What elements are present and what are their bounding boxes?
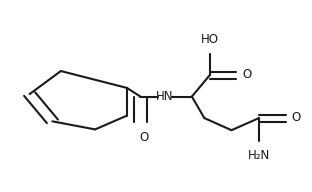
Text: O: O	[242, 68, 251, 81]
Text: HO: HO	[201, 33, 219, 46]
Text: HN: HN	[156, 90, 173, 103]
Text: H₂N: H₂N	[248, 149, 270, 162]
Text: O: O	[139, 131, 148, 144]
Text: O: O	[291, 111, 301, 124]
